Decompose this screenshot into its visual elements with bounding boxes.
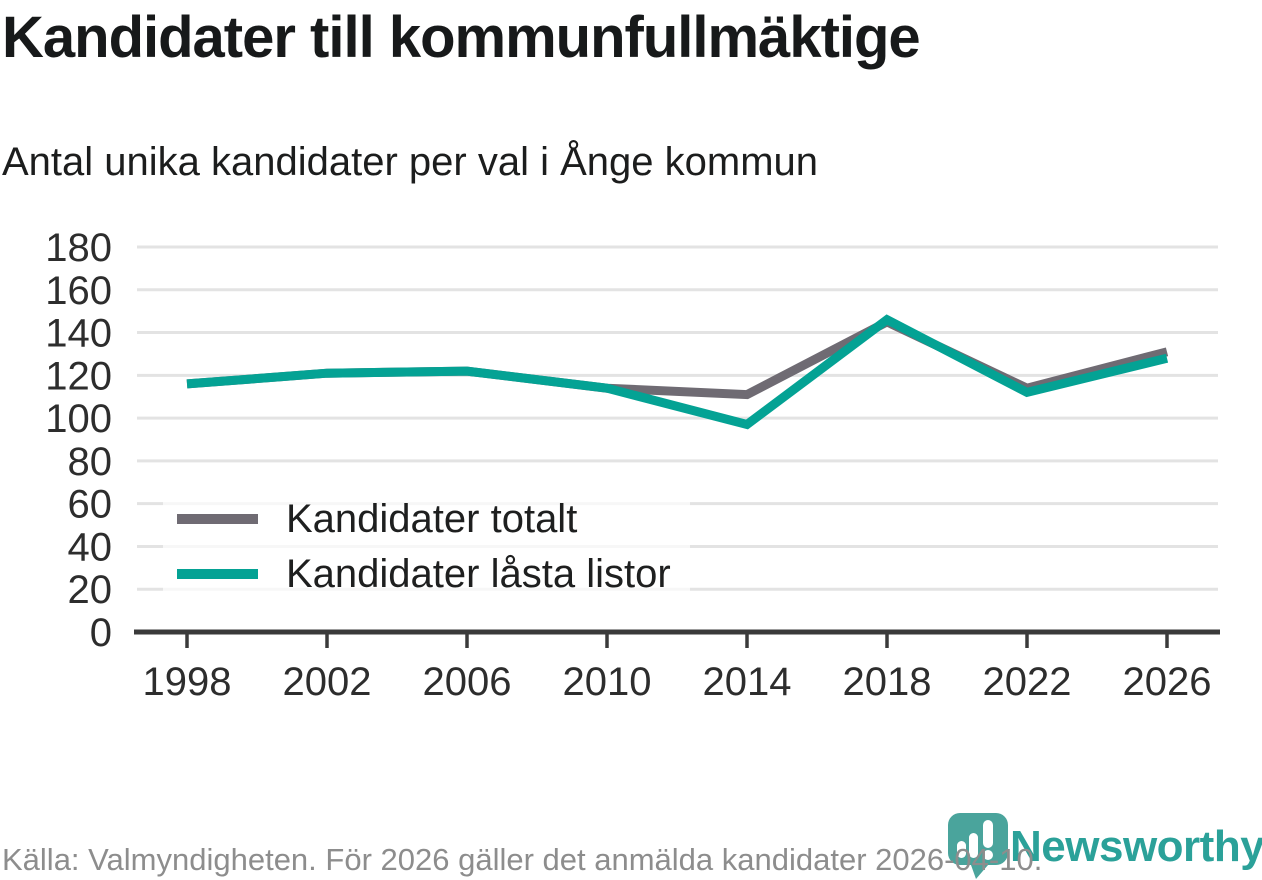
y-tick-label: 20 [68, 568, 113, 612]
y-tick-label: 100 [45, 397, 112, 441]
bar-medium [969, 833, 978, 858]
y-tick-label: 40 [68, 525, 113, 569]
x-tick-label: 2022 [983, 660, 1072, 704]
y-tick-label: 0 [90, 611, 112, 655]
exclamation-dot [983, 850, 993, 860]
newsworthy-pin-icon [948, 813, 1008, 879]
legend-swatch-gray [177, 514, 258, 524]
y-tick-label: 80 [68, 440, 113, 484]
x-tick-label: 1998 [143, 660, 232, 704]
chart-subtitle: Antal unika kandidater per val i Ånge ko… [2, 140, 819, 184]
y-tick-label: 120 [45, 354, 112, 398]
exclamation-bar [983, 820, 993, 848]
line-chart: 0 20 40 60 80 100 120 140 160 180 1998 2002 2006 2010… [0, 225, 1262, 715]
newsworthy-logo [946, 812, 1010, 880]
x-tick-label: 2018 [843, 660, 932, 704]
x-tick-label: 2014 [703, 660, 792, 704]
y-tick-label: 140 [45, 312, 112, 356]
y-tick-label: 180 [45, 226, 112, 270]
x-tick-label: 2026 [1123, 660, 1212, 704]
x-tick-label: 2006 [423, 660, 512, 704]
page-title: Kandidater till kommunfullmäktige [2, 5, 921, 70]
legend-swatch-teal [177, 569, 258, 579]
y-tick-label: 60 [68, 483, 113, 527]
bar-short [957, 841, 966, 858]
newsworthy-wordmark: Newsworthy [1010, 822, 1262, 871]
x-tick-label: 2002 [283, 660, 372, 704]
source-note: Källa: Valmyndigheten. För 2026 gäller d… [2, 842, 1043, 877]
legend-item-lasta-listor: Kandidater låsta listor [177, 551, 671, 597]
legend-label: Kandidater totalt [286, 496, 578, 541]
legend-item-totalt: Kandidater totalt [177, 496, 577, 542]
series-line-kandidater-l-sta-listor [186, 314, 1169, 430]
legend-label: Kandidater låsta listor [286, 551, 671, 596]
chart-legend: Kandidater totalt Kandidater låsta listo… [163, 488, 690, 604]
y-tick-label: 160 [45, 269, 112, 313]
x-tick-label: 2010 [563, 660, 652, 704]
